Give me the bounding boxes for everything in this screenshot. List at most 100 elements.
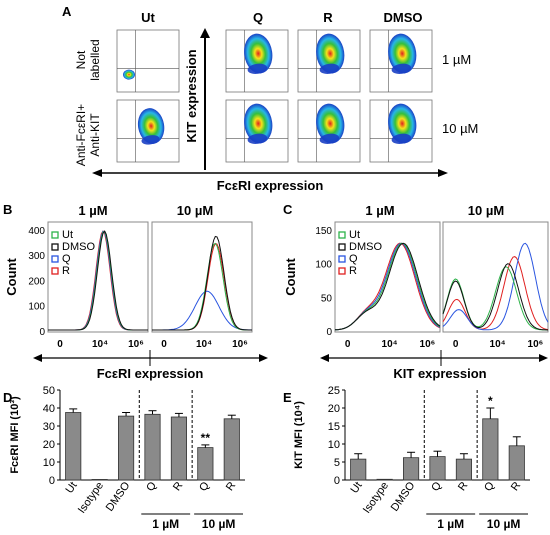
category-label: DMSO (389, 479, 418, 513)
legend-label-ut: Ut (62, 229, 73, 241)
panel-c-conc1: 1 µM (365, 203, 394, 218)
x-tick-label: 10⁶ (528, 339, 544, 350)
y-axis-label: KIT MFI (10⁴) (293, 401, 305, 469)
panel-b-label: B (3, 202, 12, 217)
row-label-1b: labelled (88, 39, 102, 80)
flow-plot-frame (116, 29, 180, 93)
flow-plot-q-not-labelled (225, 29, 289, 93)
legend-label-dmso: DMSO (62, 241, 95, 253)
panel-b-arrow-left (33, 354, 42, 362)
legend-swatch-dmso (338, 243, 346, 251)
density-blob (316, 103, 345, 144)
group-label-1uM: 1 µM (437, 517, 464, 531)
legend-swatch-ut (338, 231, 346, 239)
y-axis-label: FcεRI MFI (10³) (9, 396, 21, 474)
density-contour (316, 33, 345, 74)
flow-plots (116, 29, 433, 163)
density-contour (123, 69, 135, 80)
y-tick-label: 100 (315, 260, 332, 271)
category-label: Ut (64, 480, 80, 496)
legend-label-dmso: DMSO (349, 241, 382, 253)
kit-axis-label: KIT expression (184, 49, 199, 142)
bar-isotype (91, 479, 108, 481)
category-label: R (171, 480, 185, 493)
legend-label-r: R (349, 265, 357, 277)
row-label-2a: Anti-FcεRI+ (74, 104, 88, 166)
x-tick-label: 10⁶ (232, 339, 248, 350)
bar-ut (65, 412, 82, 481)
panel-a-label: A (62, 4, 72, 19)
panel-b-xticks: 0 10⁴ 10⁶ 0 10⁴ 10⁶ (57, 339, 248, 350)
bar-dmso (118, 415, 135, 481)
y-tick-label: 100 (28, 302, 45, 313)
y-tick-label: 40 (43, 403, 55, 415)
panel-b-conc1: 1 µM (78, 203, 107, 218)
category-label: Isotype (76, 480, 106, 516)
x-tick-label: 10⁴ (196, 339, 212, 350)
density-blob (123, 69, 135, 80)
y-tick-label: 10 (43, 457, 55, 469)
bar-ut (350, 458, 367, 481)
legend-swatch-dmso (51, 243, 59, 251)
x-tick-label: 10⁴ (490, 339, 506, 350)
histogram-10uM-r (442, 256, 549, 331)
conc-label-10uM: 10 µM (442, 121, 478, 136)
legend-swatch-ut (51, 231, 59, 239)
histogram-10uM-dmso (152, 235, 252, 331)
legend-swatch-r (51, 267, 59, 275)
histogram-10uM-ut (152, 242, 252, 331)
flow-plot-q-labelled (225, 99, 289, 163)
row-label-2b: Anti-KIT (88, 113, 102, 157)
x-tick-label: 10⁴ (382, 339, 398, 350)
panel-c: C 1 µM 10 µM Count 0 50 100 150 0 10⁴ 10⁶ 0 10⁴… (283, 202, 549, 381)
panel-c-xticks: 0 10⁴ 10⁶ 0 10⁴ 10⁶ (345, 339, 543, 350)
flow-plot-r-not-labelled (297, 29, 361, 93)
col-header-r: R (323, 10, 333, 25)
category-label: Isotype (361, 480, 391, 516)
density-contour (388, 103, 417, 144)
panel-c-ylabel: Count (283, 258, 298, 296)
category-label: Q (197, 479, 212, 493)
y-tick-label: 20 (328, 403, 340, 415)
density-tail (141, 135, 160, 145)
group-label-10uM: 10 µM (202, 517, 236, 531)
significance-marker: ** (201, 431, 211, 445)
panel-b: B 1 µM 10 µM Count 0 100 200 300 400 0 10⁴ 10⁶… (3, 202, 268, 381)
panel-c-xlabel: KIT expression (393, 366, 486, 381)
density-contour (137, 108, 165, 144)
y-tick-label: 5 (334, 457, 340, 469)
category-label: DMSO (104, 479, 133, 513)
legend-swatch-q (51, 255, 59, 263)
panel-b-arrow-right (259, 354, 268, 362)
density-contour (244, 33, 273, 74)
density-blob (316, 33, 345, 74)
flow-plot-dmso-not-labelled (369, 29, 433, 93)
density-blob (388, 33, 417, 74)
bar-isotype (376, 478, 393, 481)
bar-q (197, 447, 214, 481)
density-blob (388, 103, 417, 144)
y-tick-label: 25 (328, 385, 340, 397)
density-tail (391, 133, 412, 144)
flow-plot-ut-labelled (116, 99, 180, 163)
panel-c-histograms (334, 242, 549, 331)
category-label: Q (482, 479, 497, 493)
density-tail (391, 63, 412, 74)
legend-label-ut: Ut (349, 229, 360, 241)
x-tick-label: 10⁶ (128, 339, 144, 350)
density-contour (388, 33, 417, 74)
panel-d-label: D (3, 390, 12, 405)
y-tick-label: 20 (43, 439, 55, 451)
x-tick-label: 0 (453, 339, 459, 350)
histogram-1uM-dmso (48, 230, 148, 331)
y-tick-label: 150 (315, 226, 332, 237)
bar-r (170, 416, 187, 481)
kit-axis-arrow (200, 28, 210, 38)
y-tick-label: 0 (49, 475, 55, 487)
legend-label-q: Q (349, 253, 358, 265)
panel-a: A Ut Q R DMSO Not labelled Anti-FcεRI+ A… (62, 4, 478, 193)
panel-d: D 0 10 20 30 40 50 FcεRI MFI (10³) UtIsotypeDMS… (3, 385, 245, 531)
x-tick-label: 0 (161, 339, 167, 350)
